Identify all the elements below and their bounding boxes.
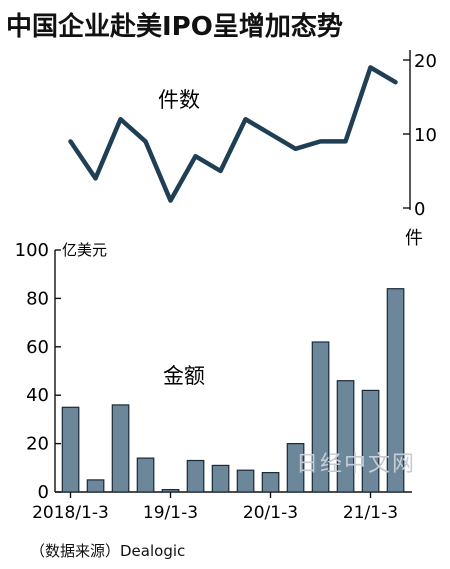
bar — [236, 469, 255, 493]
bar-y-tick-label: 100 — [15, 240, 49, 261]
bar — [186, 459, 205, 493]
line-axis-unit: 件 — [405, 228, 423, 249]
bar — [136, 457, 155, 493]
bar — [211, 464, 230, 493]
bar — [311, 341, 330, 493]
bar-y-tick-label: 40 — [26, 385, 49, 406]
bar-x-tick-label: 19/1-3 — [143, 503, 198, 523]
bar — [336, 380, 355, 493]
bar — [161, 489, 180, 493]
bar-x-tick-label: 21/1-3 — [343, 503, 398, 523]
bar — [286, 443, 305, 493]
line-series-label: 件数 — [158, 88, 200, 112]
bar — [386, 288, 405, 493]
chart-title: 中国企业赴美IPO呈增加态势 — [6, 12, 343, 42]
line-y-tick-label: 0 — [414, 199, 425, 220]
bar — [111, 404, 130, 493]
bar-x-tick-label: 2018/1-3 — [32, 503, 109, 523]
bar-x-ticks: 2018/1-3 19/1-3 20/1-3 21/1-3 — [32, 492, 398, 523]
bar — [61, 406, 80, 493]
line-y-ticks: 0 10 20 — [403, 51, 437, 220]
line-series-count — [68, 65, 398, 203]
source-note: （数据来源）Dealogic — [30, 542, 186, 560]
bar-series-label: 金额 — [163, 364, 205, 388]
bar-y-tick-label: 20 — [26, 434, 49, 455]
watermark: 日经中文网 — [296, 452, 417, 477]
bar-y-tick-label: 0 — [38, 482, 49, 503]
bars — [61, 288, 405, 493]
bar-y-tick-label: 60 — [26, 337, 49, 358]
bar-axis-unit: 亿美元 — [62, 241, 107, 259]
bar-y-tick-label: 80 — [26, 288, 49, 309]
bar-y-ticks: 0 20 40 60 80 100 — [15, 240, 61, 503]
bar-x-tick-label: 20/1-3 — [243, 503, 298, 523]
bar — [261, 472, 280, 493]
line-y-tick-label: 20 — [414, 51, 437, 72]
line-chart: 0 10 20 件数 件 — [68, 50, 437, 249]
bar — [86, 479, 105, 493]
line-y-tick-label: 10 — [414, 125, 437, 146]
